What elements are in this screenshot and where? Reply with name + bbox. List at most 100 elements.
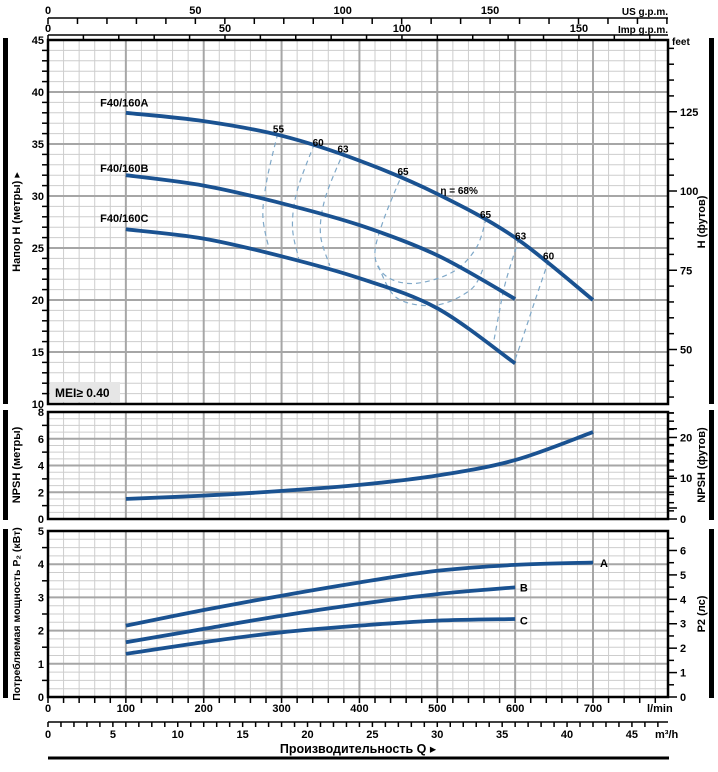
p2-hp-tick-label: 5 [680,570,686,582]
power-chart-curves [125,560,594,656]
npsh-chart-border [46,410,670,521]
p2-hp-tick-label: 4 [680,594,687,606]
efficiency-label: 60 [543,251,555,262]
head-m-tick-label: 35 [32,139,44,151]
m3h-tick-label: 30 [431,729,443,741]
power-left-axis-title: Потребляемая мощность P₂ (кВт) [11,527,23,701]
curve-a [125,560,594,628]
curve-label-f40-160a: F40/160A [100,98,148,110]
npsh-m-tick-label: 6 [38,434,44,446]
head-chart-curves [125,110,595,365]
head-m-tick-label: 45 [32,35,44,47]
npsh-right-axis-title: NPSH (футов) [696,427,708,503]
efficiency-label: 65 [480,210,492,221]
lmin-tick-label: 300 [272,703,290,715]
efficiency-contour-60 [291,143,315,259]
right-bar-head [709,38,714,404]
head-ft-tick-label: 75 [680,265,692,277]
efficiency-label: η = 68% [440,186,478,197]
lmin-axis-title: l/min [647,703,673,715]
labels-layer: F40/160A F40/160B F40/160C A B C 55 60 63 65 η = 6… [100,98,608,628]
power-chart-grid [48,531,668,697]
mei-badge-background [50,382,120,402]
m3h-tick-label: 15 [237,729,249,741]
curve-f40-160b [125,173,517,301]
head-ft-tick-label: 50 [680,345,692,357]
npsh-left-axis-title: NPSH (метры) [11,426,23,503]
head-m-tick-label: 25 [32,243,44,255]
efficiency-label: 55 [273,125,285,136]
p2-hp-tick-label: 0 [680,692,686,704]
imp-gpm-tick-label: 100 [393,23,411,35]
npsh-m-tick-label: 0 [38,514,44,526]
curve-label-a: A [600,558,608,570]
head-right-axis-title: H (футов) [696,195,708,248]
m3h-tick-label: 45 [626,729,638,741]
curve-npsh [125,430,594,501]
p2-kw-tick-label: 4 [38,559,45,571]
efficiency-contour-55 [262,133,279,250]
head-m-tick-label: 10 [32,399,44,411]
m3h-tick-label: 5 [110,729,116,741]
head-m-tick-label: 40 [32,87,44,99]
lmin-tick-label: 700 [584,703,602,715]
efficiency-contour-63 [319,151,345,266]
curve-label-f40-160c: F40/160C [100,213,148,225]
left-bar-npsh [3,410,8,520]
npsh-ft-tick-label: 20 [680,432,692,444]
npsh-chart-grid [48,412,668,519]
head-m-tick-label: 20 [32,295,44,307]
p2-hp-tick-label: 1 [680,668,686,680]
head-ft-tick-label: 125 [680,107,698,119]
curve-f40-160c [125,227,517,365]
curve-c [125,617,516,656]
curve-f40-160a [125,110,595,302]
p2-hp-tick-label: 3 [680,619,686,631]
mei-badge: MEI≥ 0.40 [55,386,110,400]
lmin-tick-label: 0 [45,703,51,715]
right-bar-power [709,529,714,698]
efficiency-contour-65 [374,171,487,285]
bottom-rule [48,756,669,760]
curve-label-b: B [520,582,528,594]
imp-gpm-tick-label: 150 [570,23,588,35]
m3h-axis-title: m³/h [655,729,679,741]
efficiency-label: 63 [515,232,527,243]
lmin-tick-label: 500 [428,703,446,715]
p2-kw-tick-label: 1 [38,659,44,671]
efficiency-label: 65 [397,167,409,178]
left-bar-power [3,529,8,698]
panel-side-bars [3,38,714,698]
m3h-tick-label: 10 [172,729,184,741]
power-right-axis-title: P2 (лс) [696,595,708,632]
npsh-ft-tick-label: 10 [680,473,692,485]
p2-kw-tick-label: 5 [38,526,44,538]
p2-kw-tick-label: 0 [38,692,44,704]
left-bar-head [3,38,8,404]
head-m-tick-label: 15 [32,347,44,359]
imp-gpm-tick-label: 0 [45,23,51,35]
us-gpm-tick-label: 0 [45,5,51,17]
m3h-tick-label: 40 [561,729,573,741]
feet-axis-title: feet [672,37,690,48]
npsh-ft-tick-label: 0 [680,514,686,526]
lmin-tick-label: 100 [117,703,135,715]
npsh-m-tick-label: 4 [38,461,45,473]
us-gpm-tick-label: 50 [189,5,201,17]
head-left-axis-title: Напор H (метры) ▸ [11,172,23,272]
curve-label-c: C [520,616,528,628]
head-chart-grid [48,40,668,404]
right-bar-npsh [709,410,714,520]
npsh-m-tick-label: 8 [38,407,44,419]
lmin-tick-label: 400 [350,703,368,715]
us-gpm-tick-label: 150 [481,5,499,17]
m3h-tick-label: 25 [366,729,378,741]
lmin-tick-label: 600 [506,703,524,715]
efficiency-label: 63 [338,144,350,155]
head-m-tick-label: 30 [32,191,44,203]
us-gpm-axis-title: US g.p.m. [622,7,668,18]
efficiency-contour-60 [513,260,550,362]
